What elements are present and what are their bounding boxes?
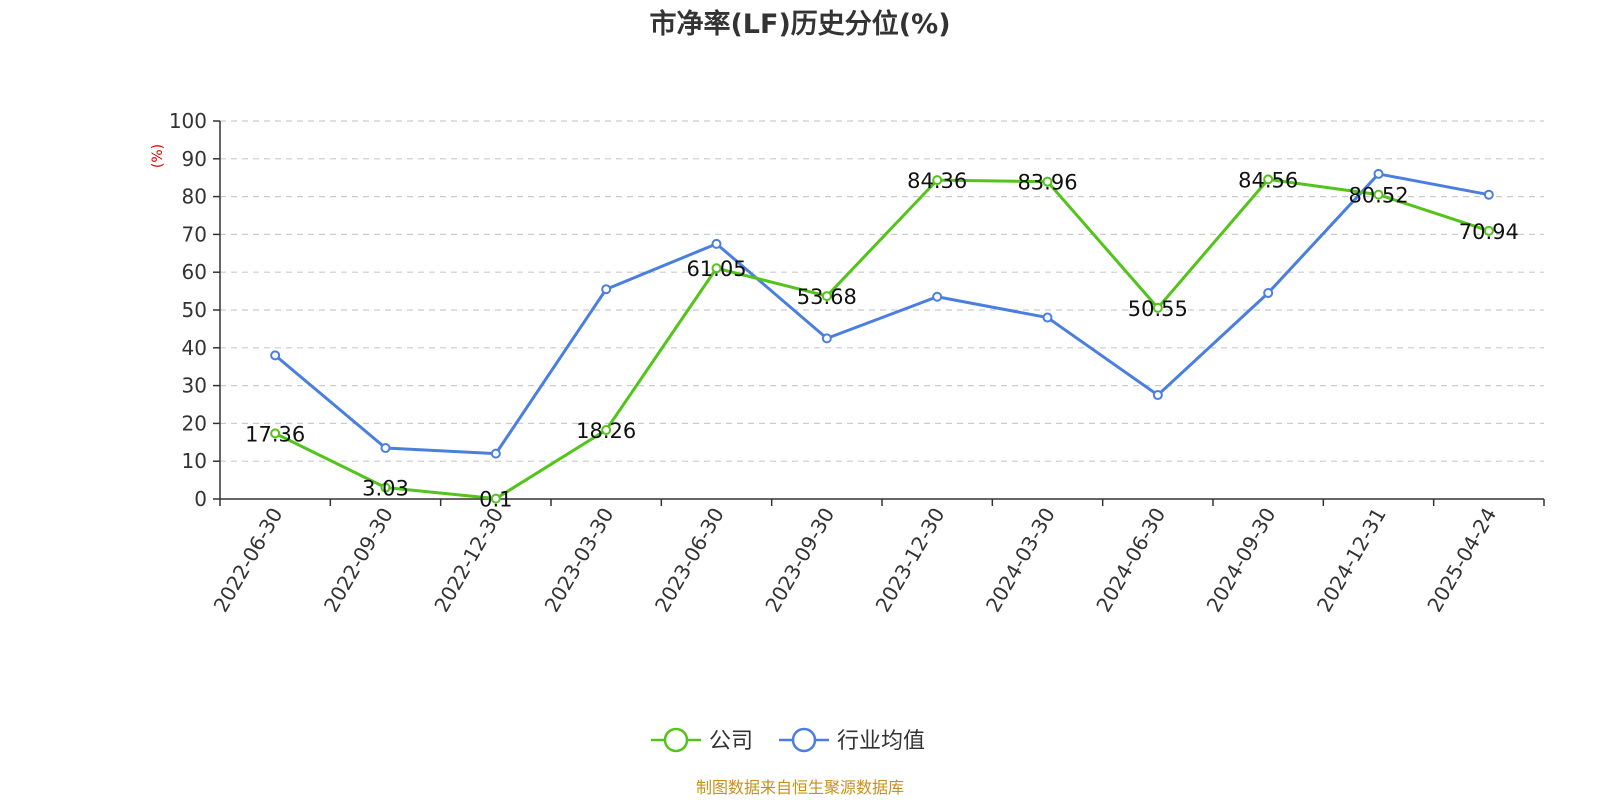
series-point[interactable] [1263,174,1274,185]
grid-lines [220,120,1544,462]
series-point[interactable] [1263,287,1274,298]
x-tick-label: 2023-06-30 [650,504,729,617]
x-tick-label: 2024-09-30 [1202,504,1281,617]
y-tick-label: 60 [182,260,207,284]
y-tick-label: 40 [182,336,207,360]
legend-label: 公司 [709,729,753,754]
series-point[interactable] [270,428,281,439]
x-tick-label: 2022-06-30 [209,504,288,617]
series-line [274,172,1490,456]
y-tick-label: 30 [182,374,207,398]
x-tick-label: 2024-12-31 [1312,504,1391,617]
series-point[interactable] [490,493,501,504]
data-label: 3.03 [362,477,409,501]
series-point[interactable] [821,333,832,344]
series-point[interactable] [711,238,722,249]
y-tick-label: 10 [182,449,207,473]
series-point[interactable] [932,175,943,186]
legend-item[interactable]: 行业均值 [779,727,925,754]
series-point[interactable] [1373,189,1384,200]
x-tick-label: 2024-06-30 [1091,504,1170,617]
series-point[interactable] [821,291,832,302]
y-tick-label: 70 [182,222,207,246]
y-tick-label: 20 [182,411,207,435]
series-point[interactable] [1152,390,1163,401]
series-point[interactable] [380,482,391,493]
x-tick-label: 2022-12-30 [429,504,508,617]
series-point[interactable] [1373,168,1384,179]
data-label: 53.68 [797,285,857,309]
data-label: 84.36 [907,169,967,193]
y-tick-label: 90 [182,147,207,171]
series-point[interactable] [932,291,943,302]
chart-title: 市净率(LF)历史分位(%) [649,8,950,40]
y-tick-label: 50 [182,298,207,322]
data-label: 70.94 [1459,220,1519,244]
series-point[interactable] [380,442,391,453]
y-axis-ticks: 0 10 20 30 40 50 60 70 80 90 100 [169,109,220,511]
data-label: 84.56 [1238,168,1298,192]
data-label: 18.26 [576,419,636,443]
data-label: 0.1 [479,488,512,512]
series-point[interactable] [1152,302,1163,313]
y-tick-label: 100 [169,109,207,133]
source-note: 制图数据来自恒生聚源数据库 [696,778,904,797]
x-tick-label: 2023-09-30 [760,504,839,617]
x-tick-label: 2023-03-30 [540,504,619,617]
y-axis-unit: (%) [150,144,166,168]
series-group [270,168,1494,504]
legend-marker [663,727,689,753]
legend-label: 行业均值 [837,729,925,754]
data-label: 50.55 [1128,297,1188,321]
series-point[interactable] [1042,176,1053,187]
x-tick-label: 2022-09-30 [319,504,398,617]
series-point[interactable] [490,448,501,459]
legend-item[interactable]: 公司 [651,727,753,754]
y-tick-label: 80 [182,185,207,209]
series-point[interactable] [1042,312,1053,323]
x-tick-label: 2023-12-30 [871,504,950,617]
x-axis-ticks: 2022-06-30 2022-09-30 2022-12-30 2023-03-30… [209,499,1545,617]
data-label: 17.36 [245,422,305,446]
x-tick-label: 2025-04-24 [1422,504,1501,617]
series-point[interactable] [270,350,281,361]
series-line [274,177,1490,501]
legend[interactable]: 公司 行业均值 [651,727,925,754]
x-tick-label: 2024-03-30 [981,504,1060,617]
data-label: 61.05 [686,257,746,281]
series-point[interactable] [1483,189,1494,200]
data-label: 83.96 [1017,171,1077,195]
data-labels: 17.36 3.03 0.1 18.26 61.05 53.68 84.36 83.96 50.… [245,168,1519,511]
legend-marker [791,727,817,753]
series-point[interactable] [601,424,612,435]
series-point[interactable] [711,263,722,274]
y-tick-label: 0 [194,487,207,511]
data-label: 80.52 [1348,184,1408,208]
series-point[interactable] [1483,225,1494,236]
series-point[interactable] [601,284,612,295]
